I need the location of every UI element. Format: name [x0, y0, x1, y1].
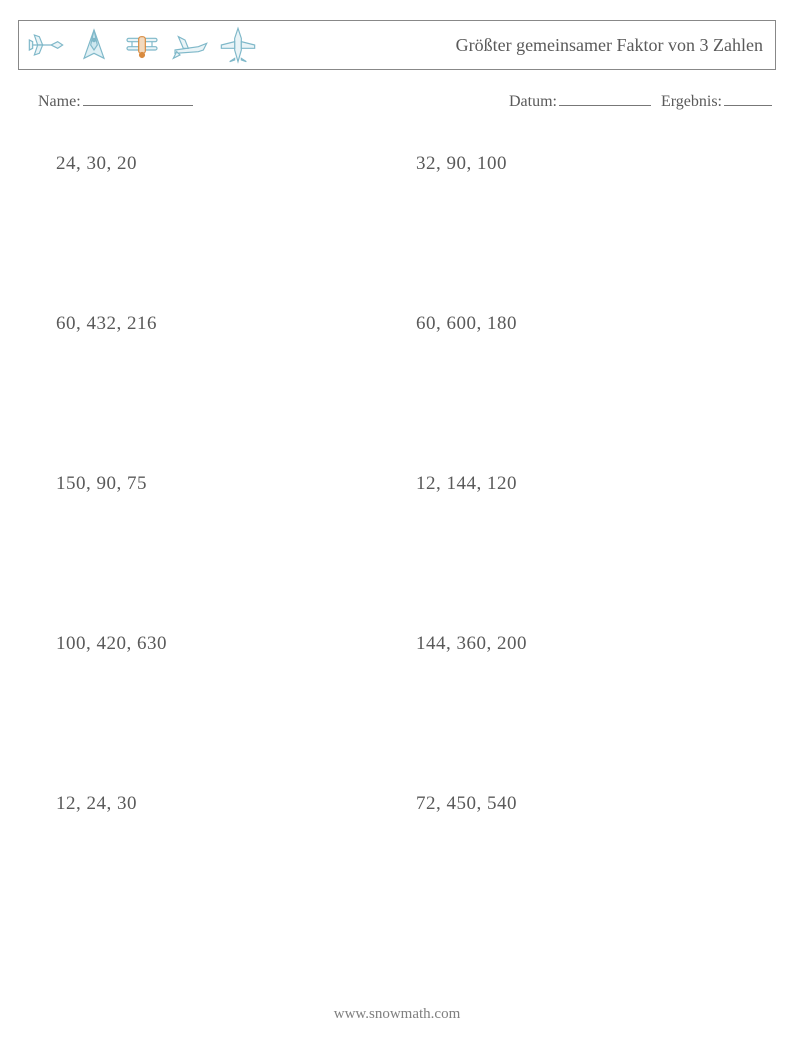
header-box: Größter gemeinsamer Faktor von 3 Zahlen: [18, 20, 776, 70]
problem-row: 100, 420, 630 144, 360, 200: [56, 633, 776, 793]
problem-cell: 12, 24, 30: [56, 793, 416, 953]
result-label: Ergebnis:: [661, 93, 722, 110]
problem-row: 60, 432, 216 60, 600, 180: [56, 313, 776, 473]
header-icons: [25, 25, 259, 65]
problem-cell: 12, 144, 120: [416, 473, 776, 633]
airplane-top-icon: [217, 25, 259, 65]
problem-row: 150, 90, 75 12, 144, 120: [56, 473, 776, 633]
worksheet-title: Größter gemeinsamer Faktor von 3 Zahlen: [456, 35, 763, 56]
footer-url: www.snowmath.com: [0, 1006, 794, 1023]
problem-cell: 32, 90, 100: [416, 153, 776, 313]
problem-cell: 60, 600, 180: [416, 313, 776, 473]
result-blank: [724, 92, 772, 106]
problems-grid: 24, 30, 20 32, 90, 100 60, 432, 216 60, …: [18, 153, 776, 953]
problem-cell: 144, 360, 200: [416, 633, 776, 793]
meta-row: Name: Datum: Ergebnis:: [20, 92, 774, 111]
jet-front-icon: [73, 25, 115, 65]
date-blank: [559, 92, 651, 106]
date-label: Datum:: [509, 93, 557, 110]
biplane-icon: [121, 25, 163, 65]
jet-side-icon: [169, 25, 211, 65]
problem-cell: 100, 420, 630: [56, 633, 416, 793]
problem-cell: 150, 90, 75: [56, 473, 416, 633]
problem-cell: 60, 432, 216: [56, 313, 416, 473]
name-blank: [83, 92, 193, 106]
problem-cell: 72, 450, 540: [416, 793, 776, 953]
name-label: Name:: [38, 93, 81, 110]
problem-row: 12, 24, 30 72, 450, 540: [56, 793, 776, 953]
problem-cell: 24, 30, 20: [56, 153, 416, 313]
airplane-right-icon: [25, 25, 67, 65]
problem-row: 24, 30, 20 32, 90, 100: [56, 153, 776, 313]
